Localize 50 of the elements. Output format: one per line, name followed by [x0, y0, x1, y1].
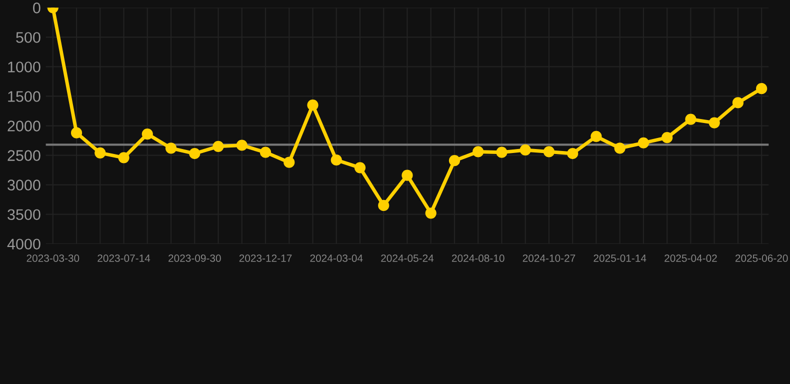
x-tick-label: 2025-04-02 [664, 254, 717, 262]
x-tick-label: 2023-03-30 [26, 254, 80, 262]
x-tick-label: 2023-12-17 [239, 254, 292, 262]
point [260, 146, 272, 158]
point [354, 162, 366, 174]
point [212, 140, 224, 152]
y-tick-label: 2500 [8, 150, 40, 161]
y-tick-label: 2000 [8, 120, 40, 132]
point [662, 132, 673, 144]
point [590, 130, 602, 142]
point [142, 128, 153, 140]
point [708, 117, 720, 128]
point [496, 146, 508, 158]
point [425, 208, 436, 219]
point [567, 148, 578, 160]
point [472, 146, 484, 158]
point [307, 100, 318, 111]
y-tick-label: 1500 [8, 91, 40, 102]
y-tick-label: 500 [16, 32, 40, 43]
x-tick-label: 2024-10-27 [522, 254, 576, 262]
point [94, 147, 106, 158]
point [685, 114, 696, 125]
point [756, 83, 768, 94]
x-tick-label: 2024-08-10 [452, 254, 504, 262]
point [330, 154, 342, 166]
point [520, 144, 531, 156]
y-tick-label: 4000 [7, 238, 40, 250]
x-tick-label: 2023-09-30 [168, 254, 221, 262]
x-tick-label: 2025-06-20 [735, 254, 788, 262]
y-tick-label: 1000 [8, 62, 40, 72]
point [614, 142, 626, 154]
x-tick-label: 2025-01-14 [594, 254, 646, 262]
point [378, 200, 390, 212]
point [284, 156, 295, 168]
point [189, 148, 200, 160]
y-tick-label: 0 [33, 2, 40, 14]
point [732, 97, 744, 108]
point [118, 152, 130, 164]
point [236, 140, 248, 151]
point [402, 170, 413, 181]
y-tick-label: 3000 [8, 180, 40, 190]
point [638, 137, 650, 148]
y-tick-label: 3500 [8, 209, 40, 220]
point [70, 127, 82, 138]
point [165, 142, 177, 154]
point [448, 155, 460, 166]
x-tick-label: 2023-07-14 [98, 254, 150, 262]
point [543, 146, 555, 158]
x-tick-label: 2024-03-04 [310, 254, 363, 262]
x-tick-label: 2024-05-24 [381, 254, 434, 262]
